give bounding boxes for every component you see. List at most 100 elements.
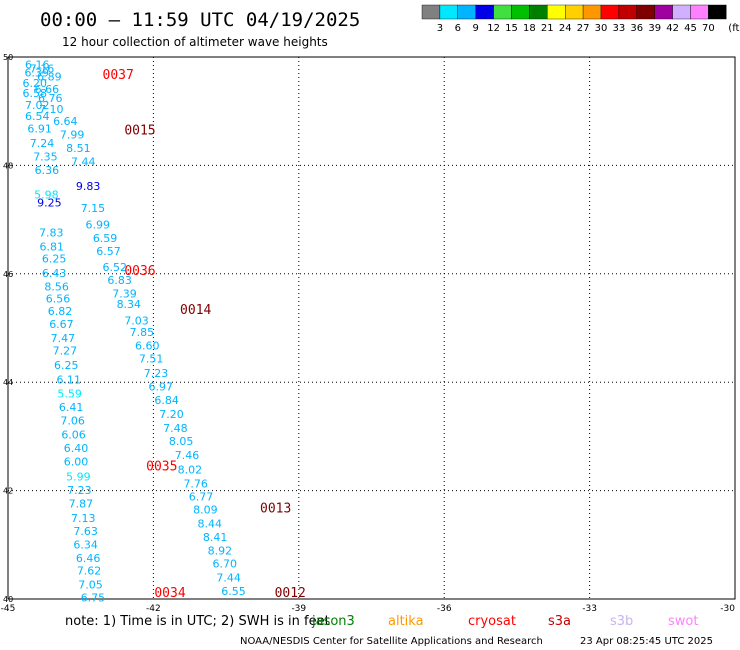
wave-height-label: 6.56 — [46, 293, 71, 306]
wave-height-label: 7.51 — [139, 353, 164, 366]
track-labels: 0037 0015 0036 0014 0035 0013 0034 0012 — [103, 68, 306, 601]
track-label: 0036 — [124, 264, 155, 279]
wave-height-label: 6.76 — [38, 92, 63, 105]
colorbar-swatch — [582, 4, 602, 20]
wave-height-label: 7.06 — [60, 414, 85, 427]
wave-height-label: 6.52 — [103, 261, 128, 274]
axis-ticks: -45 -42 -39 -36 -33 -30 40 42 44 46 48 50 — [1, 53, 736, 614]
x-tick-label: -36 — [437, 604, 452, 614]
satellite-legend-entry: s3b — [610, 614, 633, 629]
wave-height-label: 8.02 — [178, 463, 203, 476]
wave-height-label: 7.76 — [183, 477, 208, 490]
wave-height-label: 6.00 — [64, 456, 88, 469]
y-tick-label: 48 — [3, 161, 13, 170]
colorbar-swatch — [672, 4, 691, 20]
x-tick-label: -45 — [1, 604, 16, 614]
wave-height-label: 8.09 — [193, 503, 218, 516]
track-label: 0035 — [146, 460, 177, 475]
wave-height-label: 5.99 — [66, 470, 91, 483]
colorbar-swatch — [708, 4, 727, 20]
chart-subtitle: 12 hour collection of altimeter wave hei… — [62, 35, 328, 49]
y-tick-label: 50 — [3, 53, 13, 62]
wave-height-label: 7.46 — [175, 449, 200, 462]
wave-height-label: 7.47 — [51, 332, 76, 345]
wave-height-label: 6.43 — [42, 267, 67, 280]
colorbar-swatch — [600, 4, 620, 20]
wave-height-label: 6.36 — [35, 164, 60, 177]
wave-height-label: 6.58 — [23, 87, 48, 100]
wave-height-label: 7.62 — [77, 565, 102, 578]
wave-height-label: 7.87 — [69, 497, 94, 510]
wave-height-label: 7.24 — [30, 137, 54, 150]
wave-height-label: 7.35 — [33, 151, 58, 164]
colorbar-swatch — [475, 4, 494, 20]
wave-height-label: 6.41 — [59, 401, 84, 414]
wave-height-label: 6.55 — [221, 585, 246, 598]
wave-height-label: 6.66 — [35, 83, 60, 96]
wave-height-label: 6.91 — [27, 122, 51, 135]
wave-height-label: 6.83 — [107, 274, 131, 287]
data-marks: 6.167.166.396.896.206.666.586.767.027.10… — [23, 58, 246, 604]
colorbar-tick-label: 3 — [437, 23, 443, 34]
colorbar-swatch — [690, 4, 709, 20]
wave-height-label: 7.44 — [216, 572, 241, 585]
wave-height-label: 7.99 — [60, 128, 84, 141]
x-tick-label: -30 — [720, 604, 735, 614]
wave-height-label: 7.39 — [112, 288, 137, 301]
satellite-legend-entry: swot — [668, 614, 698, 629]
colorbar-tick-label: 42 — [666, 23, 679, 34]
wave-height-label: 6.60 — [135, 340, 160, 353]
y-tick-label: 42 — [3, 487, 13, 496]
track-label: 0015 — [124, 124, 155, 139]
wave-height-label: 6.84 — [154, 394, 179, 407]
colorbar-tick-label: 6 — [455, 23, 461, 34]
satellite-legend-entry: s3a — [548, 614, 571, 629]
wave-height-label: 6.54 — [25, 110, 50, 123]
colorbar-tick-label: 45 — [684, 23, 697, 34]
wave-height-label: 7.23 — [67, 484, 92, 497]
wave-height-label: 6.81 — [40, 240, 65, 253]
wave-height-label: 6.34 — [73, 539, 98, 552]
wave-height-label: 7.13 — [71, 512, 96, 525]
wave-height-label: 5.59 — [57, 387, 82, 400]
wave-height-label: 6.64 — [53, 115, 78, 128]
wave-height-label: 7.85 — [130, 326, 155, 339]
wave-height-label: 8.92 — [208, 545, 233, 558]
satellite-legend-entry: cryosat — [468, 614, 516, 629]
y-tick-label: 44 — [3, 378, 13, 387]
colorbar-tick-label: 24 — [559, 23, 572, 34]
wave-height-label: 7.48 — [163, 422, 188, 435]
colorbar-swatch — [529, 4, 548, 20]
wave-height-label: 7.23 — [144, 367, 169, 380]
colorbar-tick-label: 12 — [487, 23, 500, 34]
wave-height-label: 8.56 — [44, 281, 69, 294]
colorbar-swatch — [618, 4, 638, 20]
colorbar-swatch — [457, 4, 476, 20]
track-label: 0037 — [103, 68, 134, 83]
colorbar-tick-label: 21 — [541, 23, 554, 34]
wave-height-label: 6.97 — [149, 380, 174, 393]
wave-height-label: 7.83 — [39, 226, 64, 239]
wave-height-label: 6.46 — [76, 552, 101, 565]
wave-height-label: 6.57 — [96, 245, 121, 258]
x-tick-label: -33 — [582, 604, 597, 614]
plot-grid — [8, 57, 735, 599]
colorbar-tick-label: 33 — [613, 23, 626, 34]
wave-height-label: 7.63 — [73, 525, 98, 538]
colorbar-swatch — [421, 4, 441, 20]
satellite-legend: jason3 altika cryosat s3a s3b swot — [311, 614, 698, 629]
wave-height-label: 8.34 — [117, 298, 142, 311]
colorbar-swatch — [439, 4, 458, 20]
wave-height-label: 6.67 — [49, 318, 74, 331]
colorbar-tick-label: 70 — [702, 23, 715, 34]
wave-height-label: 6.82 — [48, 305, 73, 318]
wave-height-label: 6.25 — [54, 359, 79, 372]
wave-height-label: 6.59 — [93, 232, 118, 245]
wave-height-label: 6.89 — [37, 70, 62, 83]
wave-height-label: 6.99 — [86, 218, 111, 231]
wave-height-label: 7.20 — [159, 408, 184, 421]
colorbar-swatch — [654, 4, 673, 20]
footer-timestamp: 23 Apr 08:25:45 UTC 2025 — [580, 636, 713, 647]
